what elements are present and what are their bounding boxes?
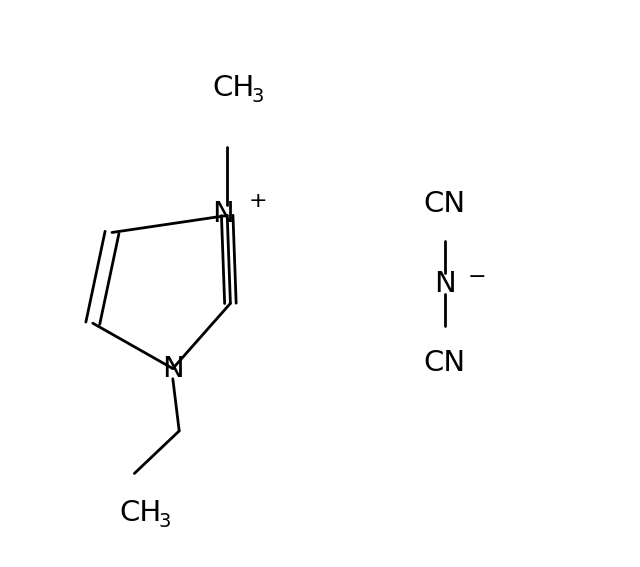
Text: CH: CH [120, 499, 162, 527]
Text: −: − [467, 266, 486, 287]
Text: CN: CN [424, 190, 466, 218]
Text: 3: 3 [252, 87, 264, 106]
Text: +: + [248, 191, 268, 211]
Text: 3: 3 [159, 512, 172, 531]
Text: CN: CN [424, 349, 466, 377]
Text: N: N [212, 200, 234, 228]
Text: N: N [162, 354, 184, 383]
Text: N: N [434, 269, 456, 298]
Text: CH: CH [212, 74, 255, 102]
